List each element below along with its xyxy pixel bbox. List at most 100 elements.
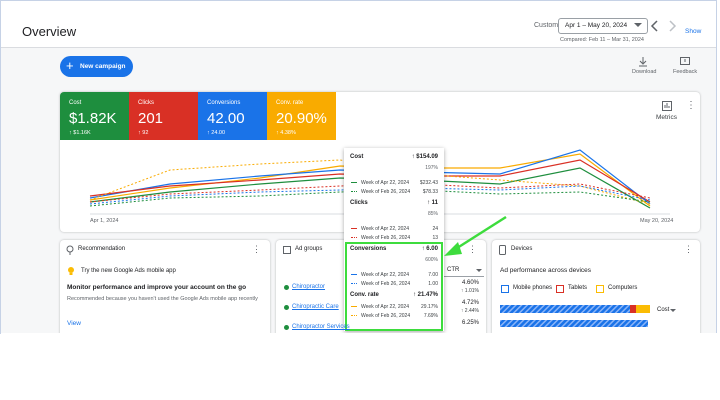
- tooltip-marker: [351, 283, 357, 284]
- recommendation-menu[interactable]: ⋮: [252, 244, 261, 254]
- tooltip-metric: Cost: [350, 154, 364, 160]
- device-metric-select[interactable]: Cost: [657, 307, 670, 313]
- tooltip-change: ↑ 21.47%: [412, 292, 438, 298]
- tooltip-week: Week of Feb 26, 2024: [361, 235, 411, 241]
- metrics-button[interactable]: Metrics: [656, 114, 677, 121]
- new-campaign-button[interactable]: [60, 56, 133, 77]
- tooltip-marker: [351, 191, 357, 192]
- metric-label: Clicks: [138, 100, 154, 106]
- view-button[interactable]: View: [67, 320, 81, 327]
- download-icon: [639, 57, 647, 67]
- tooltip-value: 1.00: [428, 281, 438, 287]
- download-button[interactable]: Download: [632, 69, 657, 75]
- ad-group-name[interactable]: Chiropractic Care: [292, 304, 339, 310]
- feedback-icon: [680, 57, 690, 65]
- column-dropdown-icon: [476, 269, 482, 272]
- tooltip-metric: Conversions: [350, 246, 387, 252]
- ad-groups-title: Ad groups: [295, 246, 323, 252]
- metric-dropdown-icon: [670, 309, 676, 312]
- page-title: Overview: [22, 24, 77, 39]
- more-menu[interactable]: ⋮: [686, 100, 696, 111]
- tooltip-week: Week of Apr 22, 2024: [361, 272, 409, 278]
- ad-group-name[interactable]: Chiropractor Services: [292, 324, 350, 330]
- recommendation-reason: Recommended because you haven't used the…: [67, 296, 258, 302]
- metric-card[interactable]: [60, 92, 129, 140]
- devices-icon: [499, 245, 506, 255]
- column-select[interactable]: [443, 264, 484, 277]
- recommendation-title: Recommendation: [78, 246, 126, 252]
- new-campaign-label: New campaign: [80, 63, 126, 70]
- metric-value: $1.82K: [69, 110, 117, 127]
- location-icon: [66, 245, 74, 255]
- tooltip-change: ↑ $154.09: [411, 154, 438, 160]
- tooltip-week: Week of Apr 22, 2024: [361, 226, 409, 232]
- nav-arrows[interactable]: [650, 20, 680, 32]
- chart-end-label: May 20, 2024: [640, 218, 674, 224]
- tooltip-value: $232.43: [419, 180, 438, 186]
- column-label: CTR: [447, 267, 460, 273]
- ad-group-name[interactable]: Chiropractor: [292, 284, 326, 290]
- date-range: Apr 1 – May 20, 2024: [565, 22, 628, 29]
- tooltip-percent: 600%: [425, 257, 438, 263]
- tooltip-week: Week of Apr 22, 2024: [361, 304, 409, 310]
- tooltip-week: Week of Feb 26, 2024: [361, 189, 411, 195]
- tooltip-metric: Clicks: [350, 200, 368, 206]
- computer-bar: [636, 305, 650, 313]
- devices-menu[interactable]: ⋮: [684, 244, 693, 254]
- tooltip-value: 7.00: [428, 272, 438, 278]
- metric-card[interactable]: [267, 92, 336, 140]
- tooltip-value: 13: [432, 235, 438, 241]
- metrics-icon[interactable]: [662, 101, 672, 111]
- tooltip-marker: [351, 274, 357, 275]
- devices-subtitle: Ad performance across devices: [500, 267, 592, 274]
- ad-group-ctr: 4.60%: [461, 280, 479, 286]
- tooltip-week: Week of Feb 26, 2024: [361, 281, 411, 287]
- top-bar: [1, 1, 716, 48]
- clicks-compare: [89, 183, 651, 203]
- feedback-button[interactable]: Feedback: [673, 69, 698, 75]
- device-bars: [500, 305, 650, 327]
- show-button[interactable]: Show: [685, 28, 702, 35]
- tooltip-percent: 85%: [427, 211, 438, 217]
- metric-card[interactable]: [129, 92, 198, 140]
- metric-value: 20.90%: [276, 110, 327, 127]
- ad-group-change: ↑ 1.01%: [460, 288, 479, 294]
- tooltip-marker: [351, 237, 357, 238]
- ad-group-ctr: 6.25%: [461, 320, 479, 326]
- status-dot: [284, 325, 289, 330]
- highlight-box: [345, 242, 443, 331]
- tooltip-value: $78.33: [422, 189, 438, 195]
- metric-label: Conv. rate: [276, 100, 304, 106]
- metric-change: ↑ 92: [138, 130, 149, 136]
- metric-change: ↑ 24.00: [207, 130, 226, 136]
- mobile-bar-2: [500, 320, 648, 327]
- tooltip-metric: Conv. rate: [350, 292, 379, 298]
- legend-swatch: [501, 285, 509, 293]
- metric-value: 201: [138, 110, 164, 127]
- metric-change: ↑ $1.16K: [69, 130, 91, 136]
- tooltip-change: ↑ 11: [426, 200, 438, 206]
- recommendation-headline: Monitor performance and improve your acc…: [67, 284, 247, 291]
- metric-card[interactable]: [198, 92, 267, 140]
- status-dot: [284, 285, 289, 290]
- compared-range: Compared: Feb 11 – Mar 31, 2024: [560, 37, 644, 43]
- tooltip: [344, 148, 444, 331]
- date-picker[interactable]: [558, 18, 648, 34]
- tooltip-change: ↑ 6.00: [421, 246, 438, 252]
- devices-title: Devices: [511, 246, 533, 252]
- tooltip-value: 29.17%: [421, 304, 438, 310]
- tooltip-week: Week of Apr 22, 2024: [361, 180, 409, 186]
- bulb-icon: [68, 267, 74, 275]
- dropdown-icon: [634, 23, 642, 27]
- recommendation-card: [60, 240, 270, 340]
- metric-value: 42.00: [207, 110, 245, 127]
- legend-swatch: [556, 285, 564, 293]
- legend-swatch: [596, 285, 604, 293]
- metric-label: Conversions: [207, 100, 241, 106]
- tooltip-marker: [351, 306, 357, 307]
- metric-change: ↑ 4.38%: [276, 130, 296, 136]
- tooltip-week: Week of Feb 26, 2024: [361, 313, 411, 319]
- ad-groups-menu[interactable]: ⋮: [468, 244, 477, 254]
- blank-area: [1, 333, 719, 400]
